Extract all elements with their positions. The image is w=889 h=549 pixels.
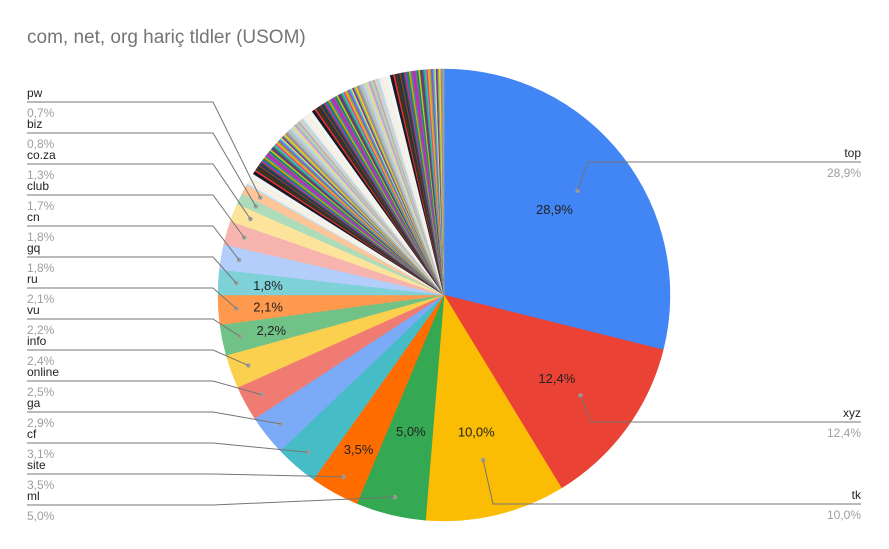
slice-name-label: ml xyxy=(27,489,40,503)
leader-line xyxy=(27,318,241,337)
slice-percent-label: 0,8% xyxy=(27,137,55,151)
slice-percent-label: 28,9% xyxy=(827,166,861,180)
slice-name-label: pw xyxy=(27,86,43,100)
leader-dot xyxy=(578,393,583,398)
leader-line xyxy=(577,161,861,191)
leader-line xyxy=(27,473,344,478)
leader-line xyxy=(27,256,237,284)
leader-line xyxy=(27,380,262,396)
slice-name-label: club xyxy=(27,179,49,193)
pie-slice-small xyxy=(442,68,445,296)
slice-value-label: 2,2% xyxy=(256,323,286,338)
leader-line xyxy=(27,349,249,366)
slice-name-label: online xyxy=(27,365,59,379)
slice-percent-label: 1,8% xyxy=(27,261,55,275)
leader-line xyxy=(27,163,251,220)
leader-line xyxy=(482,459,861,505)
slice-name-label: info xyxy=(27,334,47,348)
slice-percent-label: 1,7% xyxy=(27,199,55,213)
pie-slice-xyz xyxy=(443,294,664,489)
slice-percent-label: 1,8% xyxy=(27,230,55,244)
leader-line xyxy=(27,225,240,261)
slice-percent-label: 2,2% xyxy=(27,323,55,337)
slice-percent-label: 2,4% xyxy=(27,354,55,368)
leader-line xyxy=(27,411,282,425)
slice-percent-label: 0,7% xyxy=(27,106,55,120)
slice-name-label: co.za xyxy=(27,148,56,162)
slice-name-label: site xyxy=(27,458,46,472)
slice-percent-label: 12,4% xyxy=(827,426,861,440)
leader-line xyxy=(27,101,261,198)
leader-line xyxy=(27,442,309,453)
slice-name-label: cf xyxy=(27,427,37,441)
slice-name-label: ga xyxy=(27,396,41,410)
slice-value-label: 5,0% xyxy=(396,424,426,439)
slice-name-label: tk xyxy=(852,488,862,502)
slice-percent-label: 10,0% xyxy=(827,508,861,522)
slice-name-label: ru xyxy=(27,272,38,286)
leader-line xyxy=(27,496,395,506)
slice-value-label: 2,1% xyxy=(253,300,283,315)
slice-percent-label: 3,1% xyxy=(27,447,55,461)
slice-value-label: 1,8% xyxy=(253,278,283,293)
leader-line xyxy=(27,287,237,310)
slice-name-label: top xyxy=(844,146,861,160)
slice-value-label: 28,9% xyxy=(536,202,573,217)
leader-line xyxy=(27,132,257,207)
slice-value-label: 10,0% xyxy=(458,424,495,439)
slice-value-label: 3,5% xyxy=(344,442,374,457)
chart-title: com, net, org hariç tldler (USOM) xyxy=(27,27,306,48)
leader-line xyxy=(580,395,861,423)
slice-percent-label: 5,0% xyxy=(27,509,55,523)
slice-percent-label: 2,5% xyxy=(27,385,55,399)
slice-percent-label: 2,1% xyxy=(27,292,55,306)
slice-percent-label: 3,5% xyxy=(27,478,55,492)
slice-percent-label: 2,9% xyxy=(27,416,55,430)
pie-slice-tk xyxy=(425,294,562,522)
slice-value-label: 12,4% xyxy=(538,371,575,386)
leader-line xyxy=(27,194,245,238)
slice-name-label: gq xyxy=(27,241,40,255)
slice-name-label: cn xyxy=(27,210,40,224)
leader-dot xyxy=(480,457,486,463)
slice-name-label: xyz xyxy=(843,406,861,420)
slice-percent-label: 1,3% xyxy=(27,168,55,182)
pie-slice-top xyxy=(443,68,671,351)
slice-name-label: biz xyxy=(27,117,42,131)
slice-name-label: vu xyxy=(27,303,40,317)
